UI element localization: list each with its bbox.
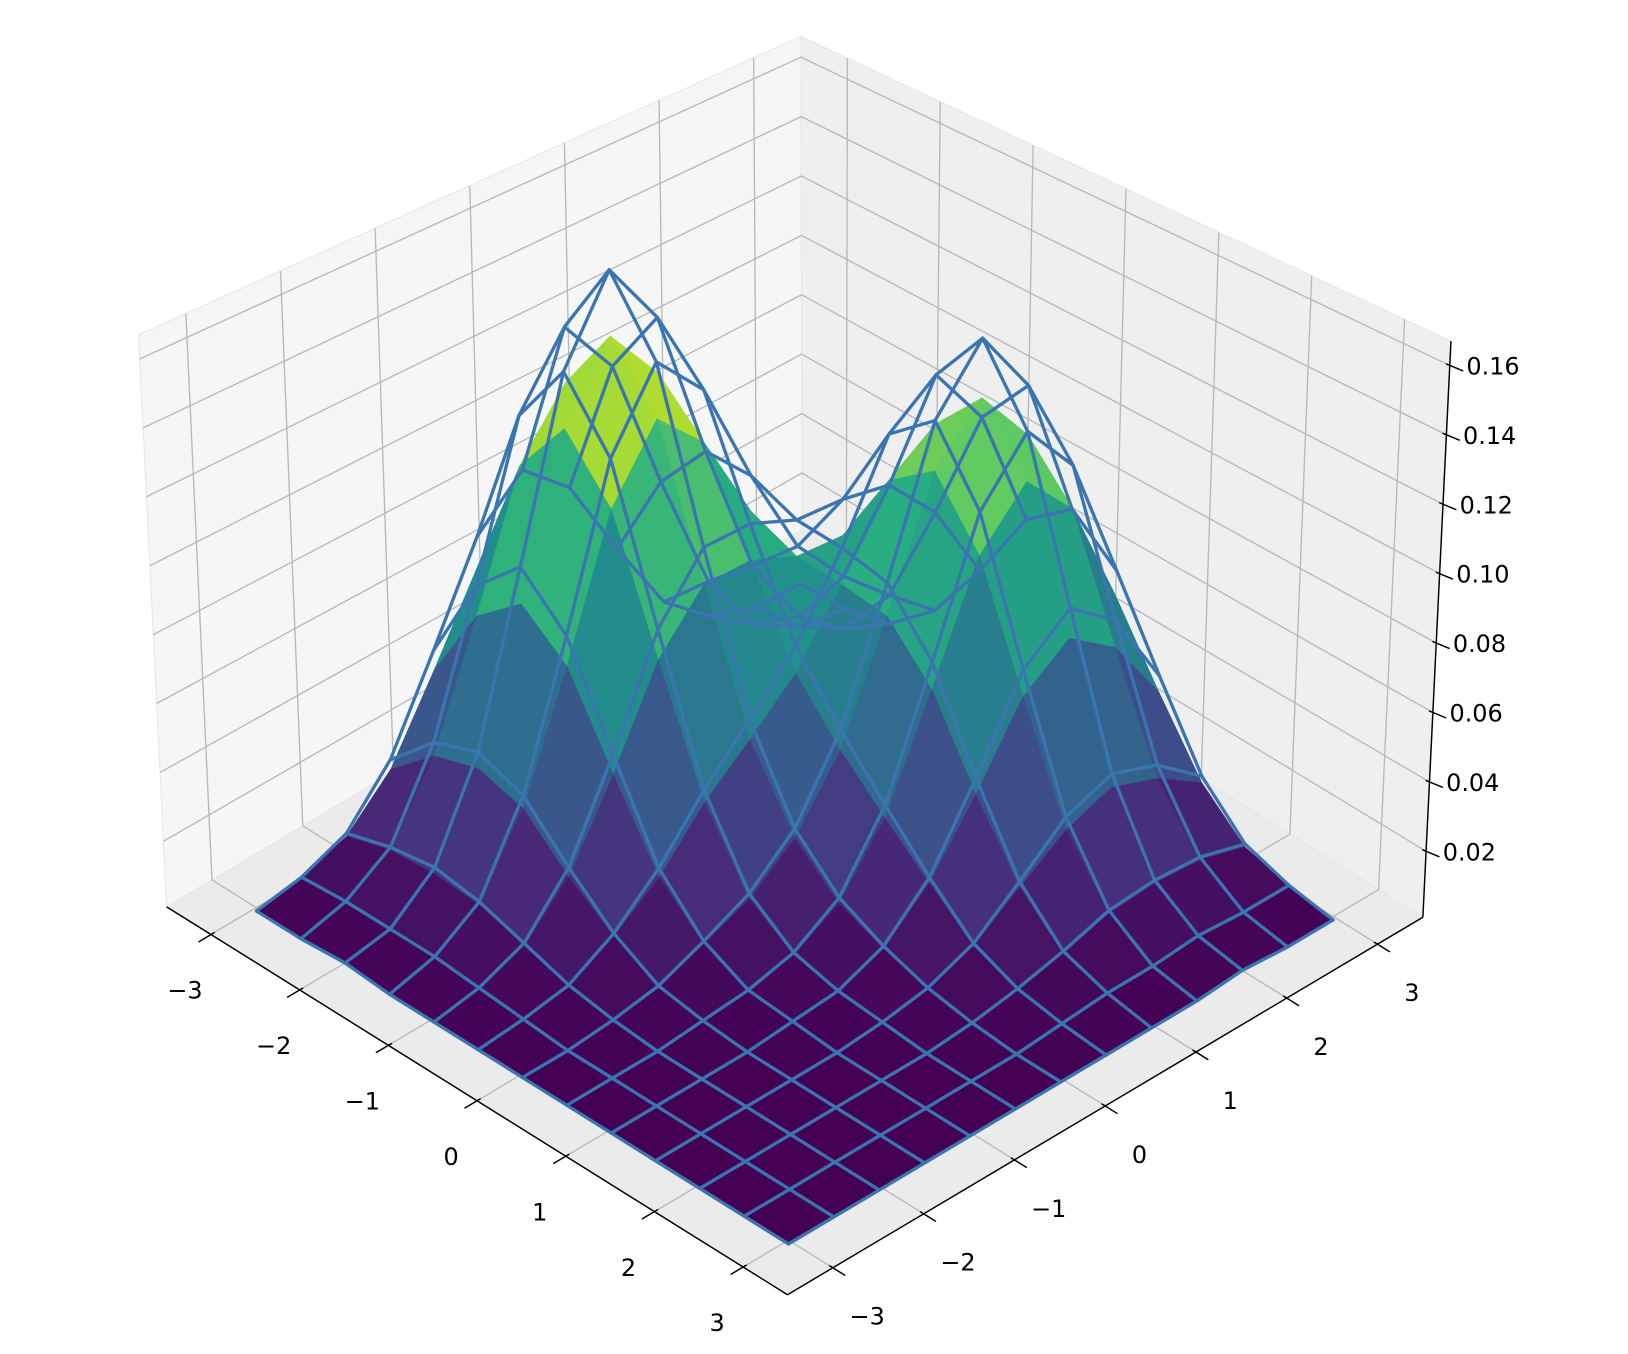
tick-mark — [1445, 363, 1464, 372]
tick-mark — [1421, 849, 1440, 858]
tick-mark — [1435, 571, 1454, 580]
wire-line — [254, 468, 803, 913]
z-axis-line — [1422, 341, 1452, 918]
tick-mark — [1428, 710, 1447, 719]
grid-line — [149, 234, 1440, 575]
z-tick-label: 0.10 — [1456, 561, 1509, 589]
y-tick-label: 2 — [1313, 1033, 1328, 1061]
tick-mark — [552, 1153, 570, 1165]
grid-line — [139, 56, 1451, 367]
tick-mark — [1442, 432, 1461, 442]
grid-line — [153, 293, 1437, 644]
y-tick-label: −2 — [940, 1249, 975, 1277]
wire-line — [653, 763, 1204, 1163]
wire-line — [786, 918, 1335, 1246]
wire-line — [698, 842, 1247, 1191]
x-tick-label: 3 — [710, 1309, 725, 1337]
z-tick-label: 0.14 — [1463, 422, 1516, 450]
wire-line — [742, 883, 1291, 1218]
tick-mark — [730, 1264, 748, 1276]
z-tick-label: 0.12 — [1460, 491, 1513, 519]
x-tick-label: −1 — [345, 1088, 380, 1116]
x-tick-label: 0 — [443, 1143, 458, 1171]
wire-line — [520, 336, 1074, 1080]
z-tick-label: 0.04 — [1446, 769, 1499, 797]
grid-line — [159, 412, 1430, 783]
grid-line — [163, 472, 1427, 852]
y-tick-label: −3 — [850, 1303, 885, 1331]
grid-line — [146, 175, 1444, 505]
wire-line — [387, 360, 937, 996]
wire-line — [565, 429, 1119, 1107]
y-tick-label: 3 — [1404, 979, 1419, 1007]
tick-mark — [1425, 779, 1444, 789]
y-tick-label: 0 — [1132, 1141, 1147, 1169]
wire-line — [609, 606, 1162, 1135]
tick-mark — [375, 1042, 393, 1054]
tick-mark — [641, 1208, 659, 1220]
tick-mark — [1192, 1049, 1209, 1061]
z-tick-label: 0.02 — [1443, 838, 1496, 866]
wire-line — [299, 325, 847, 941]
y-tick-label: −1 — [1031, 1195, 1066, 1223]
x-tick-label: −2 — [256, 1032, 291, 1060]
wire-line — [343, 268, 892, 965]
z-tick-label: 0.16 — [1466, 352, 1519, 380]
tick-mark — [1373, 941, 1391, 953]
tick-mark — [286, 987, 304, 998]
wire-line — [476, 373, 1029, 1052]
tick-mark — [1438, 501, 1457, 511]
x-tick-label: 2 — [621, 1254, 636, 1282]
z-tick-label: 0.08 — [1453, 630, 1506, 658]
tick-mark — [1010, 1157, 1028, 1169]
y-tick-label: 1 — [1223, 1087, 1238, 1115]
grid-line — [156, 353, 1434, 714]
wire-line — [432, 483, 982, 1024]
tick-mark — [198, 931, 215, 943]
z-tick-label: 0.06 — [1450, 700, 1503, 728]
tick-mark — [828, 1264, 846, 1277]
tick-mark — [464, 1098, 482, 1109]
x-tick-label: −3 — [167, 977, 202, 1005]
tick-mark — [1432, 640, 1450, 650]
tick-mark — [1101, 1103, 1118, 1115]
x-tick-label: 1 — [532, 1198, 547, 1226]
grid-line — [142, 115, 1447, 436]
tick-mark — [1282, 995, 1300, 1007]
tick-mark — [919, 1211, 937, 1223]
